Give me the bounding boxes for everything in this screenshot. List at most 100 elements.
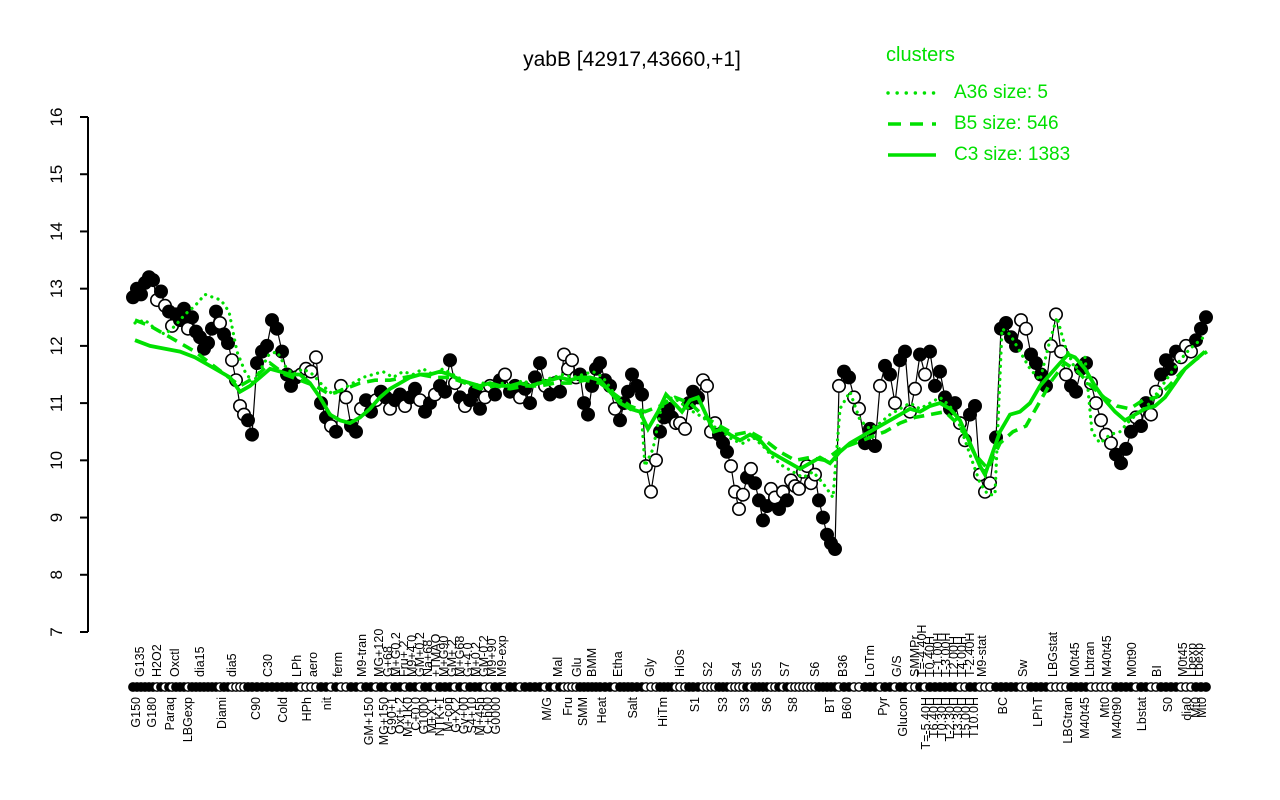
data-point-filled [779, 493, 794, 508]
data-point-open [872, 378, 887, 393]
data-point-filled [348, 424, 363, 439]
x-label-top: M9+90 [485, 638, 499, 677]
y-tick-label: 12 [47, 336, 66, 355]
data-point-filled [922, 344, 937, 359]
x-label-top: M9-exp [495, 635, 509, 677]
data-point-filled [771, 501, 786, 516]
legend-item-label: C3 size: 1383 [954, 143, 1071, 165]
y-tick-label: 14 [47, 222, 66, 241]
x-label-bottom: G180 [145, 697, 159, 728]
x-label-top: S5 [750, 662, 764, 677]
data-point-filled [472, 401, 487, 416]
x-label-top: T-3.00H [939, 633, 953, 677]
x-label-top: M40t45 [1100, 635, 1114, 677]
x-label-top: GM-0.2 [477, 635, 491, 677]
x-label-bottom: dia0 [1180, 697, 1194, 721]
data-point-filled [747, 476, 762, 491]
data-point-filled [407, 381, 422, 396]
x-label-top: M0t90 [1125, 642, 1139, 677]
data-point-open [831, 378, 846, 393]
data-point-filled [552, 384, 567, 399]
data-point-open [213, 315, 228, 330]
data-point-filled [250, 356, 265, 371]
y-tick-label: 11 [47, 394, 66, 412]
data-point-open [308, 350, 323, 365]
data-point-open [1104, 436, 1119, 451]
x-label-bottom: Oxt+.2 [393, 697, 407, 734]
x-label-top: M9-stat [975, 635, 989, 677]
data-point-filled [1189, 333, 1204, 348]
y-tick-label: 10 [47, 451, 66, 470]
data-point-filled [612, 413, 627, 428]
data-point-filled [245, 427, 260, 442]
data-point-filled [328, 424, 343, 439]
data-point-filled [719, 444, 734, 459]
x-label-top: G+4.0 [461, 643, 475, 677]
data-point-filled [532, 356, 547, 371]
data-point-filled [634, 387, 649, 402]
legend-title: clusters [886, 44, 955, 66]
x-label-bottom: LBGexp [181, 697, 195, 742]
x-label-top: GM+.2 [445, 639, 459, 677]
data-point-open [677, 421, 692, 436]
data-point-filled [827, 541, 842, 556]
data-point-filled [927, 378, 942, 393]
x-label-top: T=-4.40H [915, 625, 929, 677]
dotted-line-swatch-icon [886, 90, 938, 95]
x-label-top: Gly [643, 658, 657, 678]
data-point-filled [652, 424, 667, 439]
x-label-top: Na+68 [421, 640, 435, 677]
x-label-bottom: nit [320, 696, 334, 710]
x-label-top: C30 [261, 654, 275, 677]
data-point-filled [897, 344, 912, 359]
data-point-open [338, 390, 353, 405]
x-label-top: Sw [1016, 659, 1030, 677]
x-label-top: dia5 [225, 653, 239, 677]
data-point-filled [882, 367, 897, 382]
data-point-filled [841, 370, 856, 385]
data-point-filled [1114, 456, 1129, 471]
x-label-top: M+G90 [437, 636, 451, 677]
data-point-filled [1199, 310, 1214, 325]
x-label-bottom: G+X.2 [449, 697, 463, 733]
x-label-top: G+68 [381, 646, 395, 677]
x-label-bottom: Paraq [163, 697, 177, 730]
x-label-bottom: G0000 [489, 697, 503, 735]
data-point-open [723, 459, 738, 474]
y-tick-label: 15 [47, 165, 66, 184]
x-label-bottom: Pyr [876, 697, 890, 716]
data-point-filled [1194, 321, 1209, 336]
x-label-bottom: M+45h [473, 697, 487, 736]
data-point-filled [580, 407, 595, 422]
legend-item-c3: C3 size: 1383 [886, 139, 1186, 170]
data-point-open [1184, 344, 1199, 359]
x-label-bottom: M-con [441, 697, 455, 732]
rug-point [1201, 682, 1211, 692]
data-point-filled [947, 396, 962, 411]
x-label-bottom: LPhT [1031, 697, 1045, 727]
x-label-top: Lbtran [1083, 642, 1097, 677]
dashed-line-swatch-icon [888, 121, 936, 126]
x-label-bottom: S8 [786, 697, 800, 712]
x-label-bottom: Glucon [896, 697, 910, 737]
x-label-bottom: Lbstat [1135, 696, 1149, 731]
data-point-open [564, 353, 579, 368]
data-point-open [1094, 413, 1109, 428]
x-label-bottom: T3.30H [951, 697, 965, 738]
data-point-filled [811, 493, 826, 508]
x-label-top: LPh [290, 655, 304, 677]
x-label-bottom: Gv+00 [457, 697, 471, 734]
data-point-filled [815, 510, 830, 525]
x-label-bottom: G1000 [417, 697, 431, 735]
x-label-top: LBGstat [1046, 631, 1060, 677]
x-label-top: B36 [836, 655, 850, 677]
legend-items: A36 size: 5 B5 size: 546 C3 size: 1383 [886, 77, 1186, 170]
data-point-filled [1029, 356, 1044, 371]
data-point-open [1089, 396, 1104, 411]
data-point-filled [1069, 384, 1084, 399]
x-label-bottom: BC [996, 697, 1010, 714]
data-point-filled [967, 398, 982, 413]
x-label-top: +TMAO [429, 633, 443, 677]
x-label-bottom: T10.0H [967, 697, 981, 738]
x-label-top: MG+120 [372, 629, 386, 677]
